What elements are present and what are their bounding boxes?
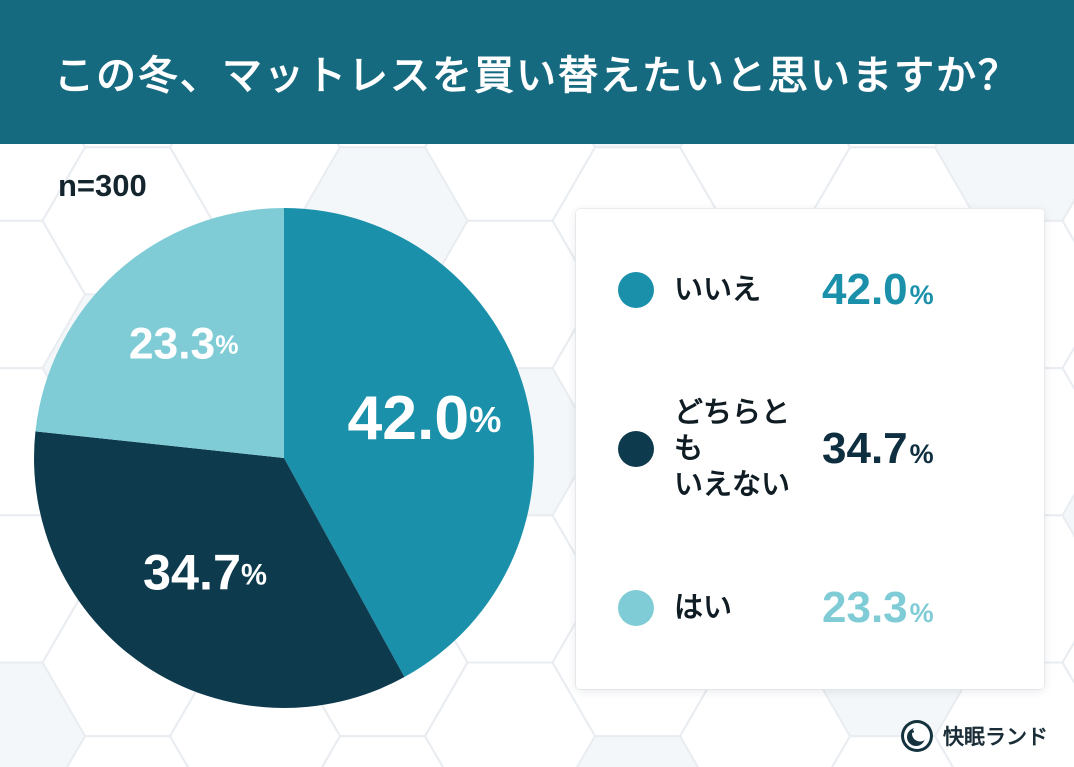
- brand-logo-text: 快眠ランド: [943, 726, 1048, 749]
- legend-card: いいえ 42.0 % どちらとも いえない 34.7 % はい 23.3 %: [576, 209, 1044, 689]
- legend-row-neutral: どちらとも いえない 34.7 %: [618, 395, 1002, 504]
- page-title: この冬、マットレスを買い替えたいと思いますか？: [54, 54, 1020, 98]
- hexagon-tile: [1061, 493, 1074, 538]
- title-banner: この冬、マットレスを買い替えたいと思いますか？: [0, 0, 1074, 144]
- legend-value-no: 42.0 %: [822, 265, 1002, 315]
- pie-slice-label-1: 34.7%: [143, 544, 267, 601]
- hexagon-tile: [1063, 736, 1074, 767]
- pie-slice-1: [34, 431, 405, 708]
- hexagon-tile: [1061, 346, 1074, 391]
- legend-dot-yes: [618, 590, 654, 626]
- hexagon-tile: [66, 735, 189, 767]
- pie-slice-2: [35, 208, 284, 458]
- legend-label-yes: はい: [674, 591, 733, 624]
- pie-chart: 42.0% 34.7% 23.3%: [34, 208, 534, 708]
- legend-value-number: 23.3: [822, 583, 908, 632]
- pie-slice-label-2: 23.3%: [129, 319, 239, 368]
- percent-sign: %: [909, 439, 934, 469]
- percent-sign: %: [909, 280, 934, 310]
- legend-value-number: 34.7: [822, 424, 908, 473]
- hexagon-tile: [321, 735, 444, 767]
- sample-size-label: n=300: [58, 168, 147, 203]
- kaimin-land-logo-icon: [901, 720, 933, 752]
- legend-row-yes: はい 23.3 %: [618, 583, 1002, 633]
- legend-value-yes: 23.3 %: [822, 583, 1002, 633]
- legend-row-no: いいえ 42.0 %: [618, 265, 1002, 315]
- legend-label-no: いいえ: [674, 273, 762, 306]
- percent-sign: %: [909, 598, 934, 628]
- legend-dot-neutral: [618, 431, 654, 467]
- legend-value-neutral: 34.7 %: [822, 424, 1002, 474]
- pie-slice-0: [284, 208, 534, 678]
- legend-label-neutral: どちらとも いえない: [674, 396, 791, 502]
- hexagon-tile: [831, 735, 954, 767]
- hexagon-tile: [576, 735, 699, 767]
- pie-slice-label-0: 42.0%: [347, 382, 501, 452]
- brand-logo: 快眠ランド: [900, 719, 1048, 753]
- legend-value-number: 42.0: [822, 265, 908, 314]
- legend-dot-no: [618, 272, 654, 308]
- hexagon-tile: [1061, 640, 1074, 685]
